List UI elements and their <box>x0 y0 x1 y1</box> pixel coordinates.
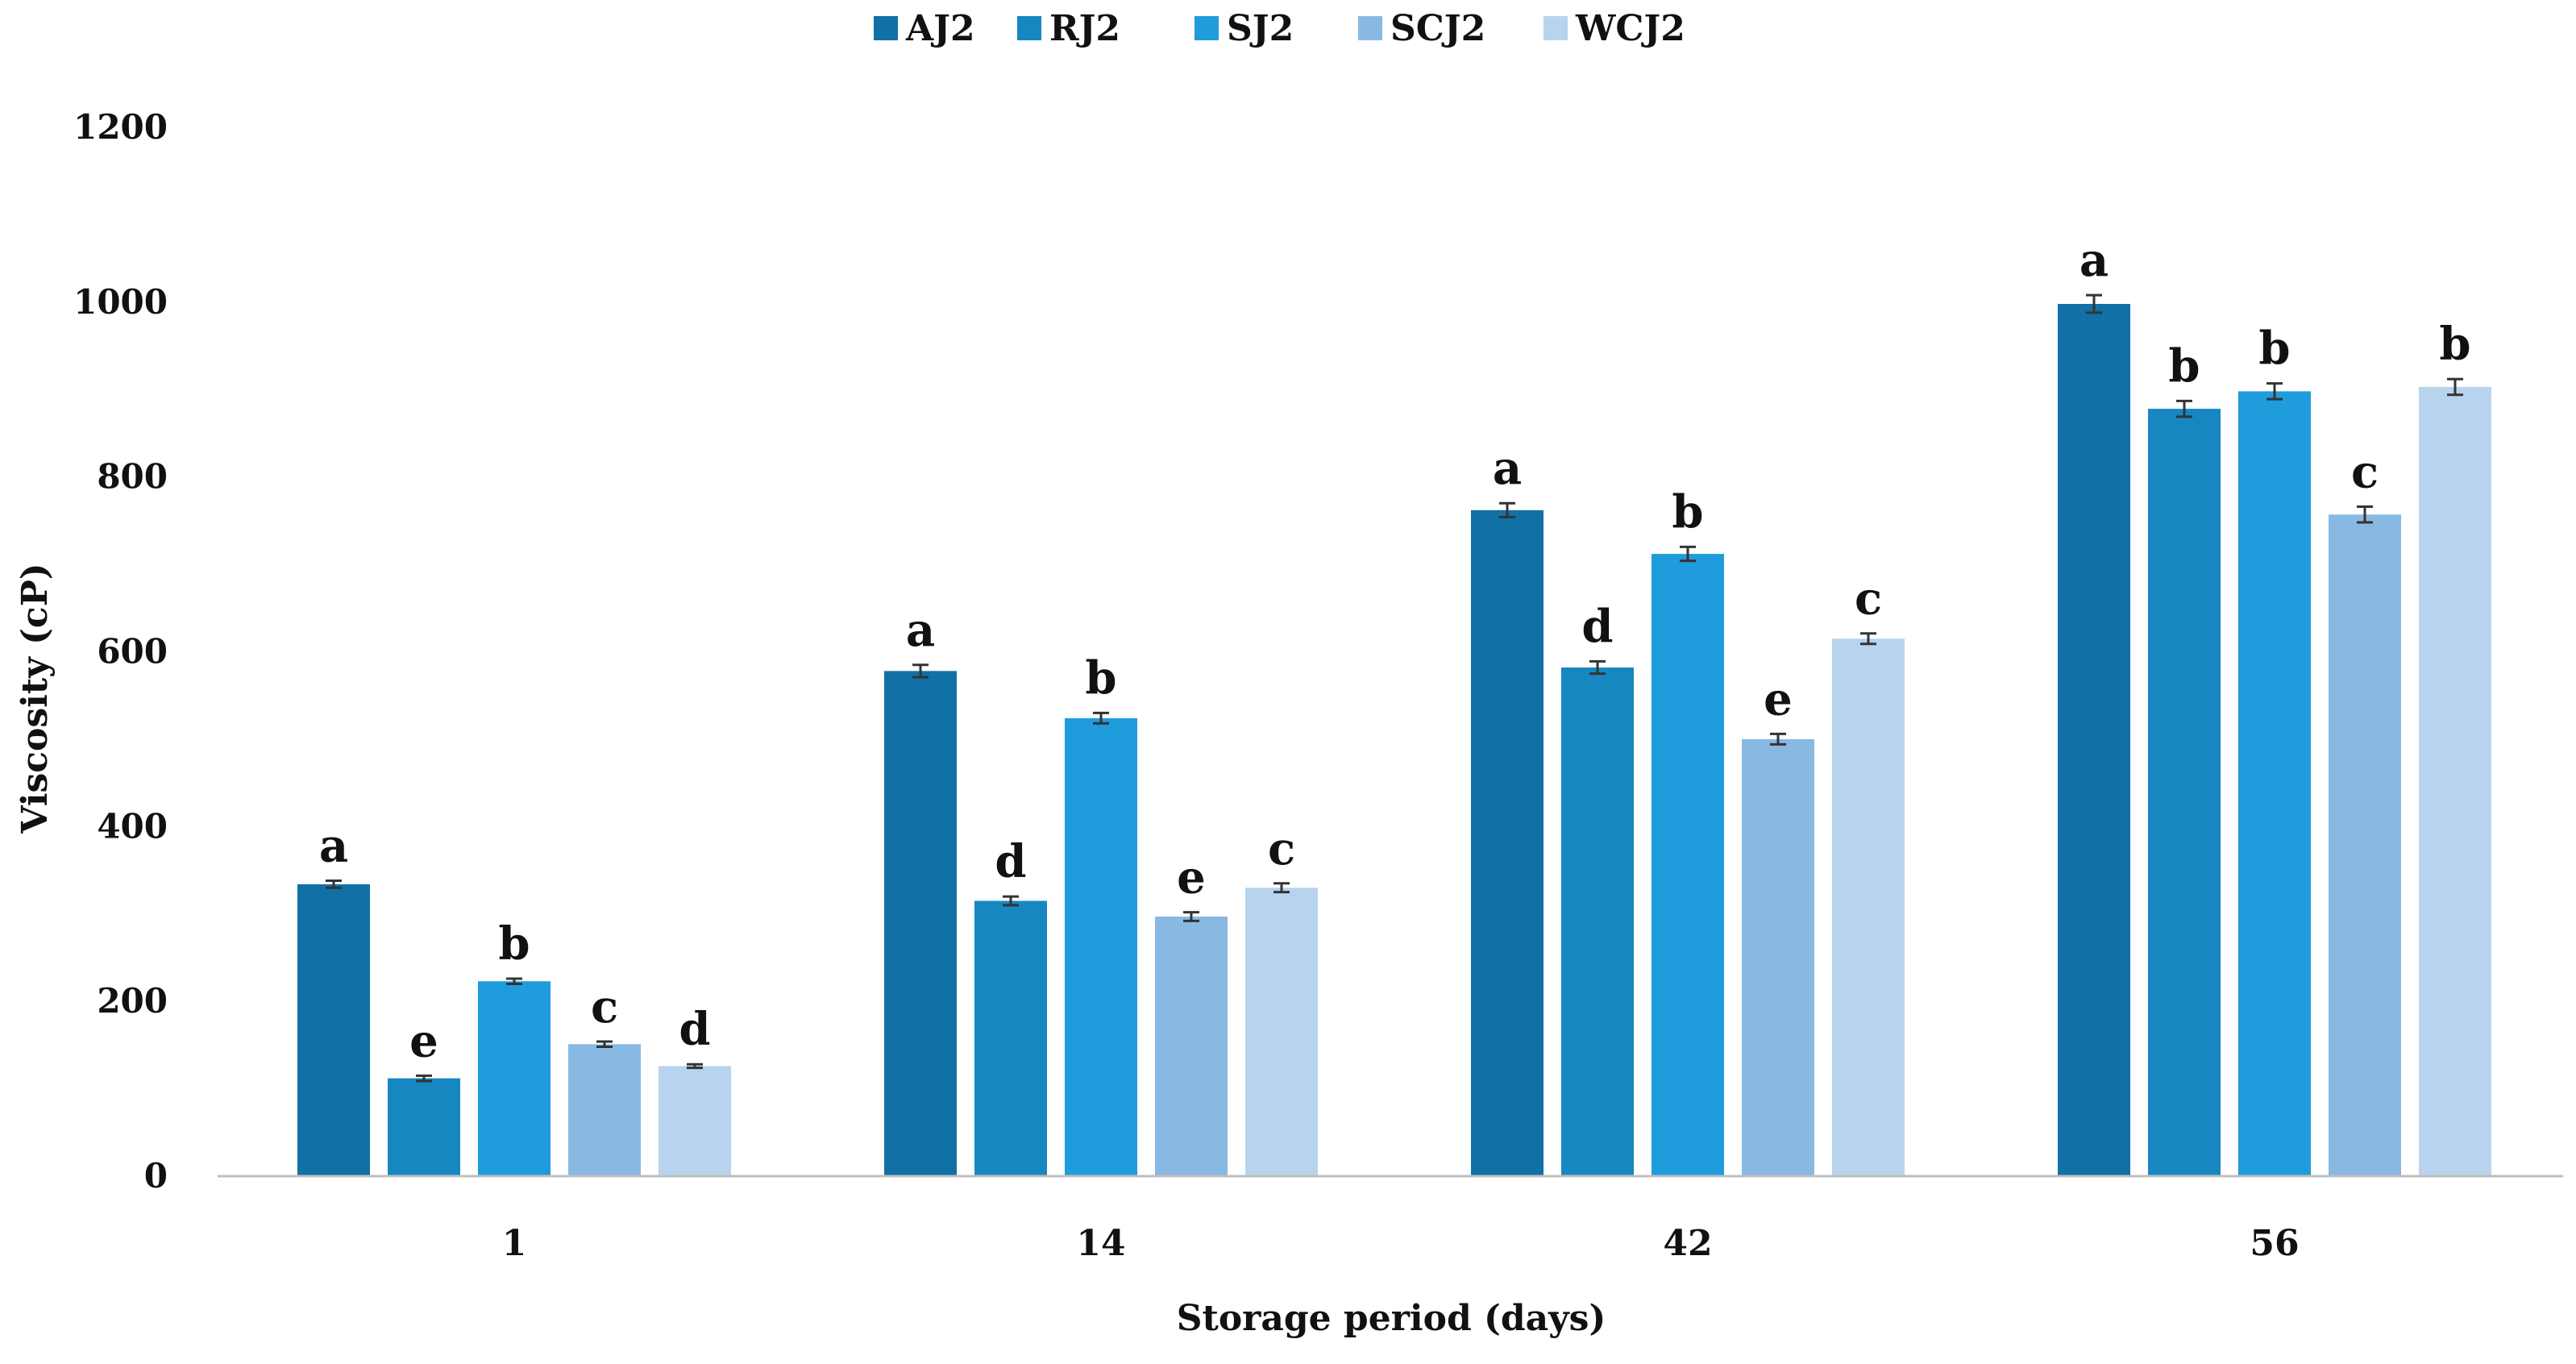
bar-scj2-day-14 <box>1155 917 1228 1176</box>
legend-label-scj2: SCJ2 <box>1390 8 1485 49</box>
significance-label: e <box>409 1014 438 1067</box>
significance-label: c <box>1268 822 1295 875</box>
legend: AJ2 RJ2 SJ2 SCJ2 WCJ2 <box>874 8 1685 49</box>
y-tick-label: 1200 <box>73 107 168 147</box>
bar-sj2-day-42 <box>1652 554 1724 1176</box>
bar-sj2-day-56 <box>2238 391 2311 1176</box>
significance-label: d <box>1581 600 1613 653</box>
x-axis: 1 14 42 56 <box>218 1175 2563 1264</box>
significance-label: d <box>679 1003 710 1056</box>
bar-aj2-day-56 <box>2058 304 2130 1176</box>
significance-label: b <box>1085 651 1116 705</box>
significance-label: a <box>319 820 348 873</box>
y-axis-label: Viscosity (cP) <box>15 563 56 834</box>
bar-rj2-day-42 <box>1561 667 1634 1176</box>
significance-label: a <box>906 604 935 657</box>
significance-label: b <box>2439 318 2470 371</box>
legend-label-aj2: AJ2 <box>905 8 975 49</box>
significance-label: e <box>1177 851 1206 904</box>
bar-aj2-day-1 <box>297 884 370 1176</box>
bars: a e b c d a d b e c a d b e c a b b c b <box>297 234 2491 1176</box>
significance-label: c <box>2351 446 2379 499</box>
y-tick-label: 600 <box>97 632 168 672</box>
legend-swatch-aj2 <box>874 16 898 40</box>
bar-wcj2-day-42 <box>1832 638 1905 1176</box>
bar-aj2-day-42 <box>1471 509 1544 1176</box>
bar-rj2-day-56 <box>2148 409 2221 1176</box>
x-tick-label: 1 <box>502 1223 527 1264</box>
significance-label: a <box>1493 442 1522 495</box>
legend-label-sj2: SJ2 <box>1227 8 1294 49</box>
bar-rj2-day-14 <box>974 900 1047 1176</box>
bar-wcj2-day-1 <box>659 1066 731 1176</box>
x-axis-label: Storage period (days) <box>1177 1298 1606 1339</box>
y-tick-label: 400 <box>97 806 168 846</box>
bar-aj2-day-14 <box>884 671 957 1176</box>
bar-sj2-day-1 <box>478 981 551 1176</box>
significance-label: b <box>2258 322 2290 376</box>
bar-rj2-day-1 <box>388 1078 460 1176</box>
legend-swatch-wcj2 <box>1544 16 1568 40</box>
bar-wcj2-day-56 <box>2419 386 2491 1176</box>
y-tick-label: 200 <box>97 981 168 1021</box>
legend-label-rj2: RJ2 <box>1049 8 1120 49</box>
x-tick-label: 42 <box>1663 1223 1712 1264</box>
y-tick-label: 800 <box>97 457 168 497</box>
y-tick-label: 0 <box>144 1156 168 1196</box>
bar-scj2-day-56 <box>2329 514 2401 1176</box>
legend-swatch-scj2 <box>1358 16 1382 40</box>
significance-label: b <box>1672 485 1703 539</box>
bar-sj2-day-14 <box>1065 717 1137 1176</box>
y-axis: 0 200 400 600 800 1000 1200 <box>73 107 168 1196</box>
significance-label: b <box>2168 339 2200 393</box>
significance-label: d <box>995 835 1026 888</box>
significance-label: b <box>498 917 530 971</box>
significance-label: a <box>2079 234 2109 287</box>
significance-label: c <box>591 980 618 1033</box>
significance-label: c <box>1855 572 1882 626</box>
x-tick-label: 56 <box>2250 1223 2299 1264</box>
significance-label: e <box>1764 672 1793 726</box>
y-tick-label: 1000 <box>73 282 168 322</box>
x-tick-label: 14 <box>1076 1223 1125 1264</box>
legend-swatch-rj2 <box>1017 16 1041 40</box>
legend-label-wcj2: WCJ2 <box>1575 8 1685 49</box>
legend-swatch-sj2 <box>1195 16 1219 40</box>
bar-scj2-day-42 <box>1742 738 1814 1176</box>
bar-wcj2-day-14 <box>1245 888 1318 1176</box>
bar-scj2-day-1 <box>568 1044 641 1176</box>
